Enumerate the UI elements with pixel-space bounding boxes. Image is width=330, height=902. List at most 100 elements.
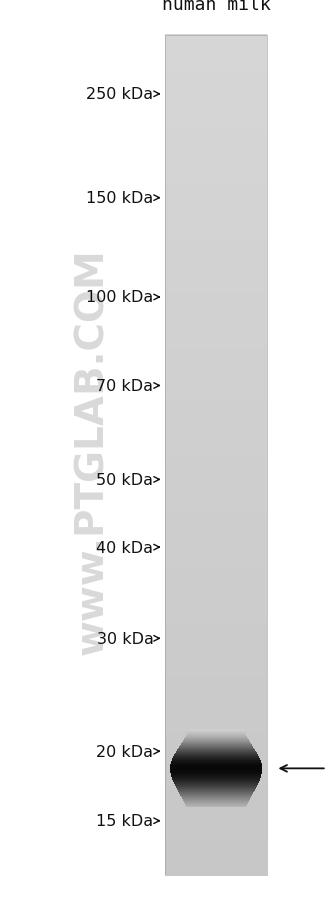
Bar [165, 80, 267, 84]
Bar [165, 600, 267, 603]
Bar [165, 779, 267, 783]
Bar [165, 552, 267, 557]
Bar [165, 136, 267, 140]
Bar [165, 704, 267, 707]
Bar [165, 597, 267, 601]
Bar [165, 444, 267, 447]
Bar [165, 223, 267, 226]
Bar [165, 328, 267, 333]
Bar [165, 533, 267, 537]
Bar [165, 633, 267, 637]
Bar [165, 516, 267, 520]
Bar [165, 312, 267, 316]
Bar [165, 614, 267, 618]
Bar [165, 496, 267, 501]
Bar [165, 147, 267, 151]
Bar [165, 38, 267, 41]
Bar [165, 284, 267, 288]
Bar [165, 698, 267, 702]
Bar [165, 295, 267, 299]
Bar [165, 592, 267, 595]
Bar [165, 102, 267, 106]
Bar [165, 399, 267, 402]
Bar [165, 315, 267, 318]
Bar [165, 124, 267, 128]
Bar [165, 511, 267, 514]
Bar [165, 581, 267, 584]
Bar [165, 307, 267, 310]
Bar [165, 701, 267, 704]
Text: www.PTGLAB.COM: www.PTGLAB.COM [73, 248, 112, 654]
Bar [165, 541, 267, 545]
Bar [165, 371, 267, 374]
Bar [165, 264, 267, 268]
Bar [165, 676, 267, 679]
Bar [165, 577, 267, 581]
Bar [165, 332, 267, 336]
Bar [165, 382, 267, 386]
Bar [165, 412, 267, 417]
Bar [165, 287, 267, 290]
Bar [165, 801, 267, 805]
Text: 50 kDa: 50 kDa [96, 473, 153, 487]
Text: 100 kDa: 100 kDa [86, 290, 153, 305]
Bar [165, 670, 267, 674]
Bar [165, 513, 267, 517]
Bar [165, 586, 267, 590]
Bar [165, 737, 267, 741]
Bar [165, 60, 267, 64]
Bar [165, 866, 267, 870]
Bar [165, 301, 267, 305]
Bar [165, 248, 267, 252]
Bar [165, 164, 267, 168]
Bar [165, 437, 267, 441]
Bar [165, 130, 267, 133]
Bar [165, 267, 267, 271]
Bar [165, 216, 267, 221]
Bar [165, 144, 267, 148]
Bar [165, 424, 267, 428]
Bar [165, 628, 267, 631]
Bar [165, 734, 267, 738]
Bar [165, 854, 267, 858]
Bar [165, 457, 267, 461]
Bar [165, 41, 267, 44]
Bar [165, 709, 267, 713]
Bar [165, 519, 267, 522]
Bar [165, 664, 267, 668]
Bar [165, 345, 267, 349]
Bar [165, 276, 267, 280]
Bar [165, 139, 267, 143]
Bar [165, 175, 267, 179]
Bar [165, 500, 267, 503]
Bar [165, 203, 267, 207]
Bar [165, 776, 267, 780]
Bar [165, 360, 267, 364]
Bar [165, 564, 267, 567]
Bar [165, 214, 267, 217]
Bar [165, 178, 267, 181]
Bar [165, 127, 267, 131]
Bar [165, 521, 267, 525]
Bar [165, 354, 267, 357]
Bar [165, 796, 267, 799]
Bar [165, 208, 267, 212]
Bar [165, 244, 267, 249]
Bar [165, 742, 267, 746]
Bar [165, 729, 267, 732]
Bar [165, 849, 267, 852]
Bar [165, 826, 267, 830]
Bar [165, 472, 267, 475]
Bar [165, 536, 267, 539]
Bar [165, 561, 267, 565]
Bar [165, 460, 267, 464]
Bar [165, 119, 267, 123]
Bar [165, 589, 267, 593]
Bar [165, 645, 267, 649]
Bar [165, 720, 267, 724]
Bar [165, 335, 267, 338]
Bar [165, 404, 267, 408]
Bar [165, 323, 267, 327]
Bar [165, 97, 267, 100]
Bar [165, 66, 267, 69]
